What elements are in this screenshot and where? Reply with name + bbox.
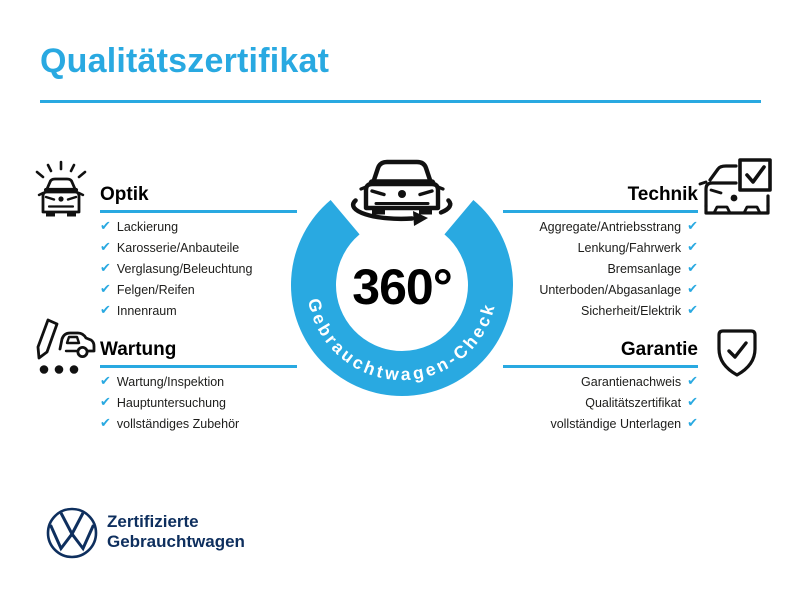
item-label: Felgen/Reifen [116,282,195,297]
garantie-item-list: Garantienachweis ✔ Qualitätszertifikat ✔ v… [448,371,698,434]
check-icon: ✔ [687,416,698,431]
degree-value: 360° [352,259,451,315]
check-icon: ✔ [687,261,698,276]
item-label: Innenraum [116,303,177,318]
list-item: ✔ Karosserie/Anbauteile [100,237,252,258]
check-icon: ✔ [687,282,698,297]
item-label: Sicherheit/Elektrik [581,303,682,318]
list-item: vollständige Unterlagen ✔ [448,413,698,434]
item-label: Qualitätszertifikat [585,395,682,410]
item-label: Lackierung [116,219,179,234]
item-label: Lenkung/Fahrwerk [577,240,682,255]
item-label: Wartung/Inspektion [116,374,225,389]
pencil-car-checklist-icon [36,318,96,374]
check-icon: ✔ [100,374,111,389]
item-label: Unterboden/Abgasanlage [539,282,682,297]
wartung-item-list: ✔ Wartung/Inspektion ✔ Hauptuntersuchung ✔… [100,371,239,434]
check-icon: ✔ [100,261,111,276]
check-icon: ✔ [100,303,111,318]
list-item: Unterboden/Abgasanlage ✔ [448,279,698,300]
brand-line2: Gebrauchtwagen [107,532,245,551]
technik-item-list: Aggregate/Antriebsstrang ✔ Lenkung/Fahrwe… [448,216,698,321]
car-rotation-icon [350,159,453,222]
item-label: Aggregate/Antriebsstrang [539,219,682,234]
list-item: ✔ Lackierung [100,216,252,237]
list-item: Sicherheit/Elektrik ✔ [448,300,698,321]
list-item: Bremsanlage ✔ [448,258,698,279]
360-check-graphic: Gebrauchtwagen-Check 360° [291,159,513,396]
rotation-arrowhead [413,211,428,226]
vw-logo [46,507,98,559]
check-icon: ✔ [687,219,698,234]
ring-shape [291,200,513,396]
section-underline [100,365,297,368]
section-title-technik: Technik [627,184,698,205]
item-label: vollständiges Zubehör [116,416,240,431]
section-title-optik: Optik [100,184,149,205]
title-divider [40,100,761,103]
item-label: Hauptuntersuchung [116,395,227,410]
section-underline [503,365,698,368]
list-item: Qualitätszertifikat ✔ [448,392,698,413]
list-item: Lenkung/Fahrwerk ✔ [448,237,698,258]
list-item: Garantienachweis ✔ [448,371,698,392]
car-checkbox-icon [698,158,772,215]
section-underline [503,210,698,213]
check-icon: ✔ [100,416,111,431]
item-label: Garantienachweis [581,374,682,389]
list-item: Aggregate/Antriebsstrang ✔ [448,216,698,237]
section-title-wartung: Wartung [100,339,177,360]
list-item: ✔ Hauptuntersuchung [100,392,239,413]
shield-check-icon [717,329,757,377]
list-item: ✔ Wartung/Inspektion [100,371,239,392]
item-label: vollständige Unterlagen [550,416,682,431]
list-item: ✔ Innenraum [100,300,252,321]
item-label: Verglasung/Beleuchtung [116,261,253,276]
item-label: Bremsanlage [607,261,682,276]
optik-item-list: ✔ Lackierung ✔ Karosserie/Anbauteile ✔ Verg… [100,216,252,321]
item-label: Karosserie/Anbauteile [116,240,240,255]
check-icon: ✔ [687,303,698,318]
check-icon: ✔ [100,240,111,255]
check-icon: ✔ [100,219,111,234]
section-title-garantie: Garantie [620,339,698,360]
brand-line1: Zertifizierte [107,512,199,531]
list-item: ✔ Felgen/Reifen [100,279,252,300]
page-title: Qualitätszertifikat [40,42,330,80]
check-icon: ✔ [687,240,698,255]
brand-text: Zertifizierte Gebrauchtwagen [107,512,245,552]
list-item: ✔ vollständiges Zubehör [100,413,239,434]
check-icon: ✔ [100,282,111,297]
car-front-shine-icon [35,160,87,217]
check-icon: ✔ [687,395,698,410]
section-underline [100,210,297,213]
check-icon: ✔ [687,374,698,389]
check-icon: ✔ [100,395,111,410]
list-item: ✔ Verglasung/Beleuchtung [100,258,252,279]
